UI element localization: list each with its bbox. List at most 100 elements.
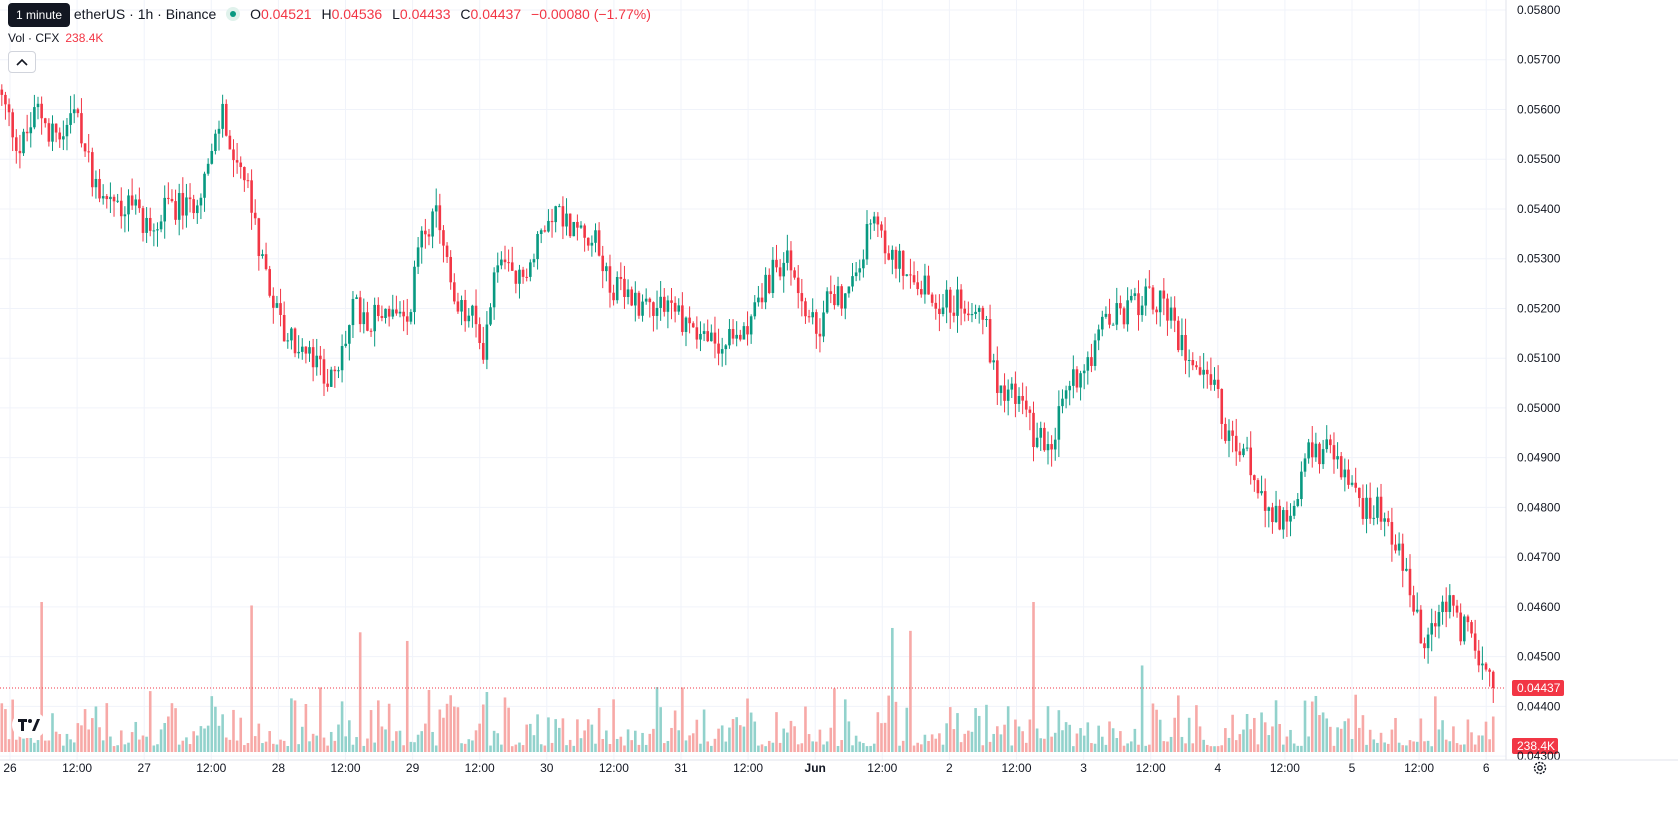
candle-body	[1166, 298, 1169, 321]
candle-body	[438, 205, 442, 231]
volume-bar	[1043, 738, 1046, 752]
collapse-legend-button[interactable]	[8, 51, 36, 73]
volume-bar	[634, 730, 637, 752]
volume-bar	[858, 741, 862, 752]
candle-body	[934, 302, 938, 309]
volume-bar	[1234, 740, 1238, 752]
low-value: 0.04433	[399, 6, 451, 22]
volume-bar	[945, 723, 948, 752]
volume-bar	[557, 727, 561, 752]
candle-body	[927, 275, 930, 295]
price-axis[interactable]: 0.05800 0.05700 0.05600 0.05500 0.05400 0.053…	[1505, 0, 1561, 763]
volume-bar	[380, 726, 384, 752]
candle-body	[659, 296, 662, 308]
candle-body	[623, 278, 626, 297]
candle-body	[315, 355, 319, 368]
candle-body	[1397, 543, 1401, 551]
volume-bar	[710, 745, 713, 752]
change-value: −0.00080 (−1.77%)	[531, 6, 651, 22]
volume-bar	[836, 745, 840, 752]
candle-body	[833, 293, 836, 306]
candle-body	[1039, 427, 1043, 438]
candle-body	[199, 197, 203, 206]
time-axis[interactable]: 26 12:00 27 12:00 28 12:00 29 12:00 30 12:00 31 12:…	[0, 759, 1678, 775]
volume-bar	[648, 733, 652, 752]
candle-body	[264, 254, 268, 270]
symbol-title[interactable]: etherUS · 1h · Binance	[73, 6, 217, 22]
candle-body	[1090, 357, 1093, 366]
candle-body	[40, 103, 43, 119]
volume-bar	[822, 744, 825, 752]
candle-body	[398, 311, 402, 314]
candle-body	[996, 360, 999, 393]
volume-bar	[579, 738, 583, 752]
volume-bar	[460, 743, 463, 752]
volume-label[interactable]: Vol · CFX	[8, 31, 60, 45]
volume-bar	[224, 737, 228, 752]
volume-bar	[1035, 728, 1039, 752]
candle-body	[840, 286, 843, 309]
volume-bar	[395, 731, 398, 752]
candle-body	[1310, 442, 1314, 458]
candle-body	[224, 103, 228, 136]
candle-body	[579, 225, 583, 228]
volume-bar	[0, 703, 4, 752]
candle-body	[557, 206, 561, 208]
volume-bar	[811, 741, 814, 752]
volume-bar	[967, 730, 970, 752]
candle-body	[1455, 605, 1459, 613]
candle-body	[11, 112, 14, 138]
volume-bar	[536, 714, 539, 752]
volume-bar	[127, 742, 130, 752]
volume-bar	[279, 739, 282, 752]
candle-body	[869, 223, 872, 225]
volume-bar	[376, 700, 380, 752]
volume-bar	[69, 739, 72, 752]
volume-bar	[206, 725, 210, 752]
volume-bar	[1082, 735, 1086, 752]
volume-bar	[1061, 730, 1064, 752]
volume-bar	[804, 706, 807, 752]
volume-bar	[1021, 731, 1024, 752]
volume-bar	[677, 730, 681, 752]
candle-body	[891, 249, 894, 260]
candle-body	[898, 250, 901, 269]
volume-bar	[1115, 738, 1119, 752]
volume-bar	[1137, 744, 1140, 752]
candle-body	[1481, 663, 1484, 666]
volume-bar	[825, 741, 829, 752]
volume-bar	[869, 745, 872, 752]
tradingview-logo[interactable]	[12, 712, 46, 738]
volume-bar	[898, 745, 901, 752]
candle-body	[500, 259, 503, 266]
candle-body	[1205, 369, 1209, 375]
candle-body	[344, 343, 348, 347]
volume-bar	[782, 728, 786, 752]
candle-body	[116, 200, 119, 202]
volume-bar	[1205, 744, 1209, 752]
candle-body	[206, 163, 210, 174]
high-value: 0.04536	[331, 6, 383, 22]
gear-icon[interactable]	[1530, 758, 1550, 778]
volume-bar	[1111, 728, 1115, 752]
volume-bar	[938, 733, 941, 752]
candle-body	[1426, 634, 1430, 649]
volume-bar	[449, 695, 452, 752]
volume-bar	[959, 742, 963, 752]
candle-body	[253, 212, 257, 219]
candle-body	[431, 211, 434, 237]
candle-body	[652, 302, 655, 316]
volume-bar	[1437, 729, 1441, 752]
time-tick-label: 27	[138, 761, 152, 775]
volume-bar	[80, 725, 83, 752]
volume-bar	[33, 742, 36, 752]
volume-bar	[463, 743, 467, 752]
low-label: L	[392, 6, 400, 22]
volume-bar	[1032, 602, 1035, 752]
candle-body	[970, 314, 974, 316]
volume-bar	[14, 739, 18, 752]
last-volume-badge	[1512, 738, 1558, 754]
candle-body	[706, 331, 710, 342]
